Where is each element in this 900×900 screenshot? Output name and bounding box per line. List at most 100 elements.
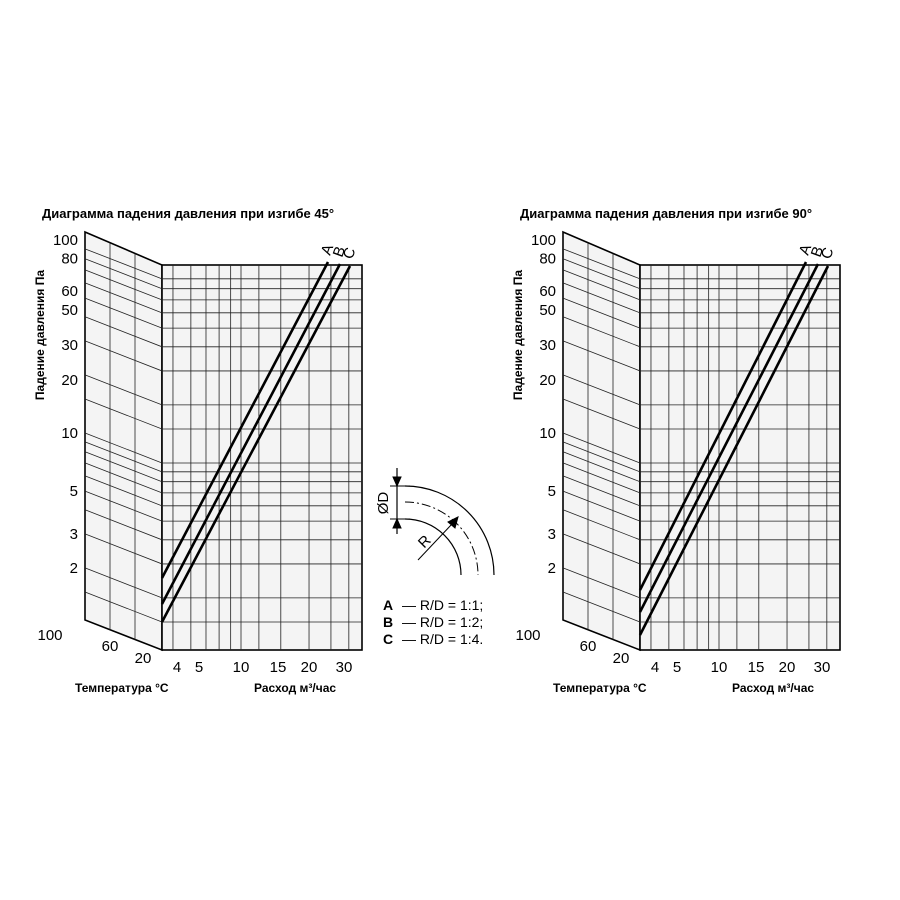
curve xyxy=(638,263,820,613)
diameter-label: ØD xyxy=(375,492,392,515)
grid-line xyxy=(84,533,362,565)
temperature-tick-label: 60 xyxy=(102,638,119,655)
grid-line xyxy=(84,475,362,507)
y-tick-label: 30 xyxy=(61,337,78,354)
grid-line xyxy=(562,398,840,430)
x-tick-label: 15 xyxy=(748,659,765,676)
legend-key: A xyxy=(383,597,393,613)
grid-line xyxy=(562,533,840,565)
grid-line xyxy=(84,509,362,541)
x-tick-label: 20 xyxy=(779,659,796,676)
y-tick-label: 20 xyxy=(61,372,78,389)
y-axis-label: Падение давления Па xyxy=(511,270,525,400)
y-tick-label: 5 xyxy=(70,483,78,500)
chart-title: Диаграмма падения давления при изгибе 90… xyxy=(520,206,812,221)
chart-title: Диаграмма падения давления при изгибе 45… xyxy=(42,206,334,221)
grid-line xyxy=(84,591,362,623)
grid-line xyxy=(84,490,362,522)
grid-line xyxy=(562,451,840,483)
grid-line xyxy=(84,432,362,464)
legend-text: — R/D = 1:1; xyxy=(402,597,483,613)
radius-label: R xyxy=(415,532,435,552)
grid-line xyxy=(84,441,362,473)
legend-key: B xyxy=(383,614,393,630)
curve xyxy=(638,261,808,591)
temperature-tick-label: 100 xyxy=(37,627,62,644)
x-tick-label: 15 xyxy=(270,659,287,676)
x-tick-label: 10 xyxy=(711,659,728,676)
y-tick-label: 100 xyxy=(531,232,556,249)
flow-panel xyxy=(161,264,363,651)
y-tick-label: 3 xyxy=(70,526,78,543)
temperature-panel xyxy=(562,230,641,652)
grid-line xyxy=(562,282,840,314)
curve xyxy=(160,261,330,579)
grid-line xyxy=(562,490,840,522)
temperature-tick-label: 60 xyxy=(580,638,597,655)
y-axis-label: Падение давления Па xyxy=(33,270,47,400)
grid-line xyxy=(562,475,840,507)
x-tick-label: 20 xyxy=(301,659,318,676)
grid-line xyxy=(562,591,840,623)
x-tick-label: 5 xyxy=(673,659,681,676)
x-tick-label: 30 xyxy=(814,659,831,676)
curve xyxy=(160,263,342,605)
y-tick-label: 10 xyxy=(61,425,78,442)
grid-line xyxy=(562,567,840,599)
y-tick-label: 60 xyxy=(61,283,78,300)
x-tick-label: 30 xyxy=(336,659,353,676)
grid-line xyxy=(562,316,840,348)
legend-text: — R/D = 1:4. xyxy=(402,631,483,647)
y-tick-label: 100 xyxy=(53,232,78,249)
y-tick-label: 60 xyxy=(539,283,556,300)
grid-line xyxy=(84,398,362,430)
y-tick-label: 80 xyxy=(61,251,78,268)
x-tick-label: 10 xyxy=(233,659,250,676)
grid-line xyxy=(84,374,362,406)
temperature-axis-label: Температура °C xyxy=(75,681,169,695)
flow-panel xyxy=(639,264,841,651)
grid-line xyxy=(562,248,840,280)
grid-line xyxy=(84,269,362,301)
y-tick-label: 30 xyxy=(539,337,556,354)
grid-line xyxy=(562,441,840,473)
y-tick-label: 50 xyxy=(539,302,556,319)
y-tick-label: 2 xyxy=(548,560,556,577)
x-tick-label: 5 xyxy=(195,659,203,676)
grid-line xyxy=(84,282,362,314)
grid-line xyxy=(84,258,362,290)
curve xyxy=(638,265,830,636)
y-tick-label: 50 xyxy=(61,302,78,319)
grid-line xyxy=(84,248,362,280)
grid-line xyxy=(84,567,362,599)
y-tick-label: 20 xyxy=(539,372,556,389)
legend-text: — R/D = 1:2; xyxy=(402,614,483,630)
temperature-tick-label: 20 xyxy=(135,650,152,667)
temperature-tick-label: 20 xyxy=(613,650,630,667)
grid-line xyxy=(562,462,840,494)
y-tick-label: 2 xyxy=(70,560,78,577)
y-tick-label: 3 xyxy=(548,526,556,543)
grid-line xyxy=(84,451,362,483)
grid-line xyxy=(562,269,840,301)
grid-line xyxy=(562,374,840,406)
x-axis-label: Расход м³/час xyxy=(254,681,336,695)
grid-line xyxy=(562,432,840,464)
y-tick-label: 5 xyxy=(548,483,556,500)
grid-line xyxy=(84,297,362,329)
bend-sketch xyxy=(390,468,495,576)
curve xyxy=(160,265,352,623)
y-tick-label: 10 xyxy=(539,425,556,442)
temperature-axis-label: Температура °C xyxy=(553,681,647,695)
grid-line xyxy=(562,509,840,541)
x-tick-label: 4 xyxy=(173,659,181,676)
x-axis-label: Расход м³/час xyxy=(732,681,814,695)
x-tick-label: 4 xyxy=(651,659,659,676)
legend-key: C xyxy=(383,631,393,647)
grid-line xyxy=(562,258,840,290)
temperature-tick-label: 100 xyxy=(515,627,540,644)
y-tick-label: 80 xyxy=(539,251,556,268)
grid-line xyxy=(84,462,362,494)
